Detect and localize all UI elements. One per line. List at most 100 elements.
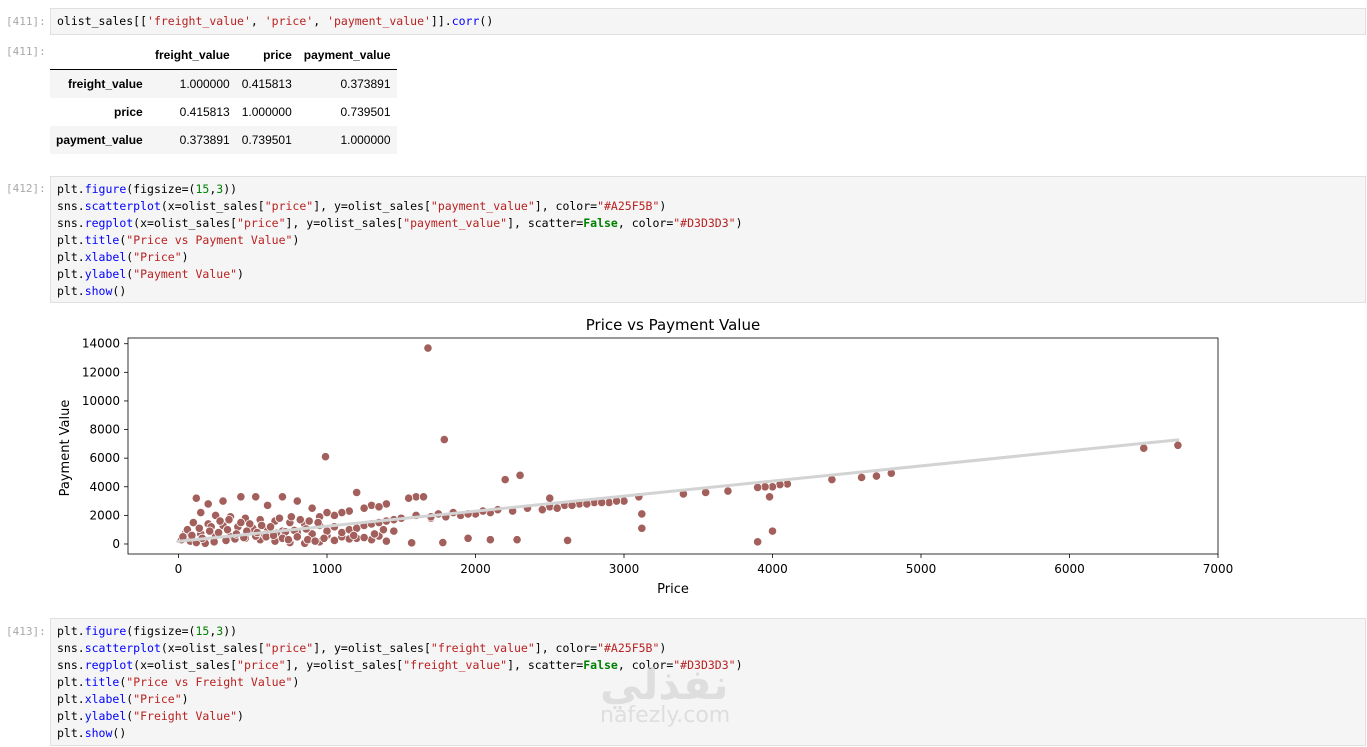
data-point [381,536,391,546]
data-point [274,513,285,523]
code-line: plt.figure(figsize=(15,3)) [57,182,238,196]
cell-413-in-prompt: [413]: [6,625,46,638]
data-point [257,520,267,530]
df-cell: 0.373891 [340,77,391,91]
df-cell: 0.739501 [340,105,391,119]
chart-title: Price vs Payment Value [586,316,760,334]
data-point [322,507,332,518]
data-point [307,503,317,513]
data-point [753,482,763,493]
data-point [262,500,273,510]
cell-412-in-prompt: [412]: [6,182,46,195]
data-point [292,496,302,506]
df-col-header: price [235,41,298,70]
y-tick-label: 12000 [82,365,120,379]
df-cell: 0.739501 [241,133,292,147]
data-point [215,516,225,526]
x-tick-label: 0 [175,562,183,576]
df-cell: 0.415813 [241,77,292,91]
y-tick-label: 6000 [89,451,120,465]
data-point [537,505,547,515]
data-point [295,515,305,525]
data-point [753,537,763,547]
code-line: sns.scatterplot(x=olist_sales["price"], … [57,641,667,655]
data-point [767,526,778,536]
data-point [352,487,362,498]
x-axis: 0 1000 2000 3000 4000 5000 6000 7000 [175,554,1234,576]
y-tick-label: 10000 [82,394,120,408]
data-point [320,452,331,462]
data-point [856,472,867,483]
df-cell: 1.000000 [340,133,391,147]
data-point [369,529,380,539]
data-point [203,499,213,509]
df-col-header: payment_value [297,41,397,70]
x-tick-label: 7000 [1203,562,1234,576]
data-point [303,535,313,545]
data-point [637,523,647,533]
cell-411-in-prompt: [411]: [6,15,46,28]
code-line: plt.figure(figsize=(15,3)) [57,624,238,638]
data-point [344,506,354,516]
data-point [265,522,276,532]
data-point [637,509,647,519]
code-line: sns.regplot(x=olist_sales["price"], y=ol… [57,216,743,230]
corr-dataframe: freight_value price payment_value freigh… [50,41,397,154]
data-point [407,538,417,548]
regression-line [176,438,1180,543]
x-tick-label: 3000 [609,562,640,576]
code-text: plt.figure(figsize=(15,3)) sns.scatterpl… [51,619,1365,742]
data-point [723,486,733,496]
df-row-label: freight_value [68,77,143,91]
data-point [194,523,204,533]
x-tick-label: 5000 [906,562,937,576]
data-point [236,517,246,528]
y-tick-label: 2000 [89,508,120,522]
data-point [224,515,234,525]
code-cell-411[interactable]: olist_sales[['freight_value', 'price', '… [50,8,1366,35]
data-point [196,507,206,518]
data-point [562,535,573,546]
df-cell: 1.000000 [179,77,230,91]
data-point [319,533,329,543]
data-point [218,496,228,506]
data-point [236,492,246,502]
scatter-chart: Price vs Payment Value 0 1000 2000 3000 4000… [58,316,1234,597]
data-point [512,535,522,545]
code-cell-413[interactable]: plt.figure(figsize=(15,3)) sns.scatterpl… [50,618,1366,746]
df-row: price 0.415813 1.000000 0.739501 [50,98,397,126]
data-point [304,516,314,526]
data-point [1173,440,1183,450]
code-text: plt.figure(figsize=(15,3)) sns.scatterpl… [51,177,1365,300]
data-point [439,434,449,445]
data-point [438,537,448,548]
data-point [389,526,399,536]
data-point [286,512,296,522]
data-point [374,502,384,512]
code-line: plt.xlabel("Price") [57,250,189,264]
y-tick-label: 8000 [89,423,120,437]
data-point [283,535,293,545]
data-point [871,471,882,481]
code-cell-412[interactable]: plt.figure(figsize=(15,3)) sns.scatterpl… [50,176,1366,303]
code-line: plt.show() [57,726,127,740]
code-line: plt.xlabel("Price") [57,692,189,706]
data-point [418,492,429,502]
y-tick-label: 14000 [82,337,120,351]
y-axis: 0 2000 4000 6000 8000 10000 12000 14000 [82,337,128,551]
data-point [191,493,201,503]
df-row-label: payment_value [56,133,143,147]
watermark-logo: نفذلي nafezly.com [600,660,731,728]
df-col-header: freight_value [148,41,236,70]
data-point [404,493,414,503]
code-text: olist_sales[['freight_value', 'price', '… [51,9,1365,30]
code-line: sns.scatterplot(x=olist_sales["price"], … [57,199,667,213]
data-point [545,493,555,503]
cell-411-out-prompt: [411]: [6,45,46,58]
data-point [552,503,562,513]
code-line: olist_sales[['freight_value', 'price', '… [57,14,494,28]
data-point [515,470,525,480]
data-point [463,533,473,543]
data-point [277,492,288,502]
x-tick-label: 2000 [460,562,491,576]
